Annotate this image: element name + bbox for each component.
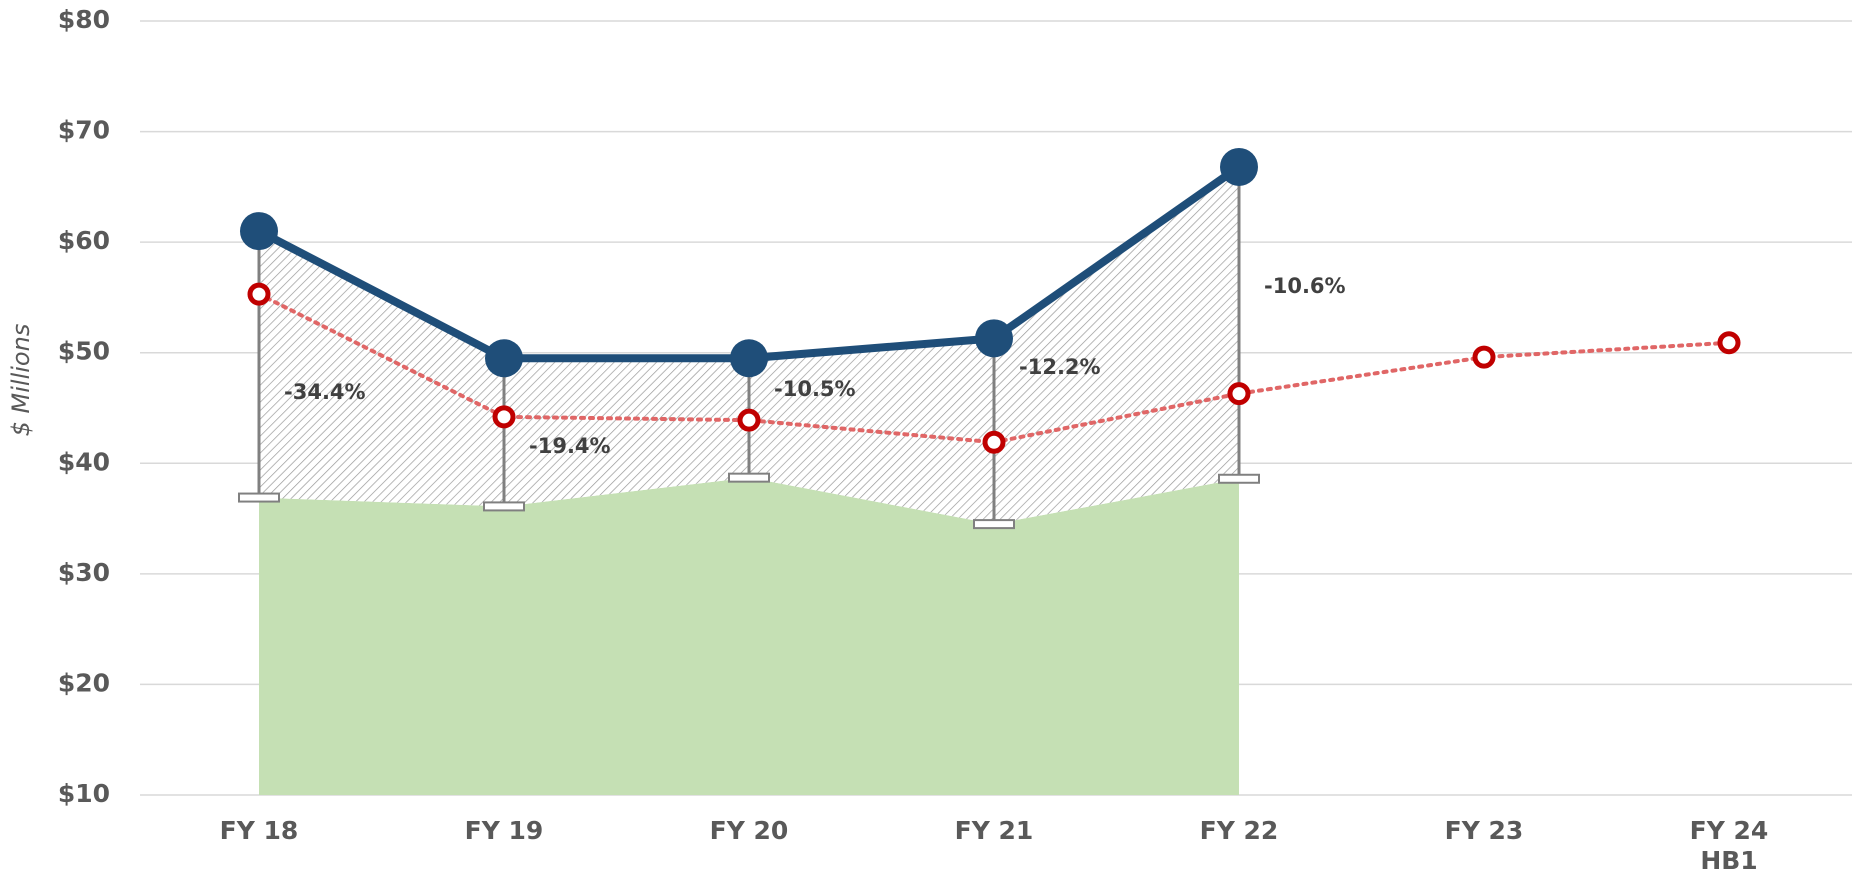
dotted-point xyxy=(1227,382,1251,406)
gap-label: -19.4% xyxy=(529,434,611,458)
gap-bar-cap xyxy=(973,519,1015,530)
gap-bar-cap xyxy=(1218,473,1260,484)
dotted-point xyxy=(737,408,761,432)
x-tick-label: FY 18 xyxy=(220,816,299,845)
dotted-point xyxy=(1717,331,1741,355)
gap-bar-cap xyxy=(483,501,525,512)
gap-label: -10.6% xyxy=(1264,274,1346,298)
main-point xyxy=(730,339,768,378)
y-tick-label: $40 xyxy=(58,447,110,476)
y-tick-label: $20 xyxy=(58,668,110,697)
area xyxy=(259,477,1239,795)
x-tick-label: FY 21 xyxy=(955,816,1034,845)
y-tick-label: $60 xyxy=(58,226,110,255)
x-tick-label: FY 22 xyxy=(1200,816,1279,845)
gap-label: -34.4% xyxy=(284,380,366,404)
y-tick-label: $10 xyxy=(58,779,110,808)
x-tick-label: FY 24 HB1 xyxy=(1690,816,1769,875)
y-tick-label: $70 xyxy=(58,116,110,145)
main-point xyxy=(975,319,1013,358)
main-point xyxy=(485,339,523,378)
main-point xyxy=(1220,147,1258,186)
y-tick-label: $50 xyxy=(58,337,110,366)
dotted-point xyxy=(492,405,516,429)
main-point xyxy=(240,212,278,251)
dotted-point xyxy=(247,282,271,306)
x-tick-label: FY 20 xyxy=(710,816,789,845)
gap-bar-cap xyxy=(728,472,770,483)
gap-label: -12.2% xyxy=(1019,355,1101,379)
gap-label: -10.5% xyxy=(774,377,856,401)
dotted-point xyxy=(982,430,1006,454)
y-tick-label: $30 xyxy=(58,558,110,587)
dotted-point xyxy=(1472,345,1496,369)
x-tick-label: FY 23 xyxy=(1445,816,1524,845)
x-tick-label: FY 19 xyxy=(465,816,544,845)
gap-bar-cap xyxy=(238,492,280,503)
y-tick-label: $80 xyxy=(58,5,110,34)
y-axis-title: $ Millions xyxy=(7,324,35,437)
